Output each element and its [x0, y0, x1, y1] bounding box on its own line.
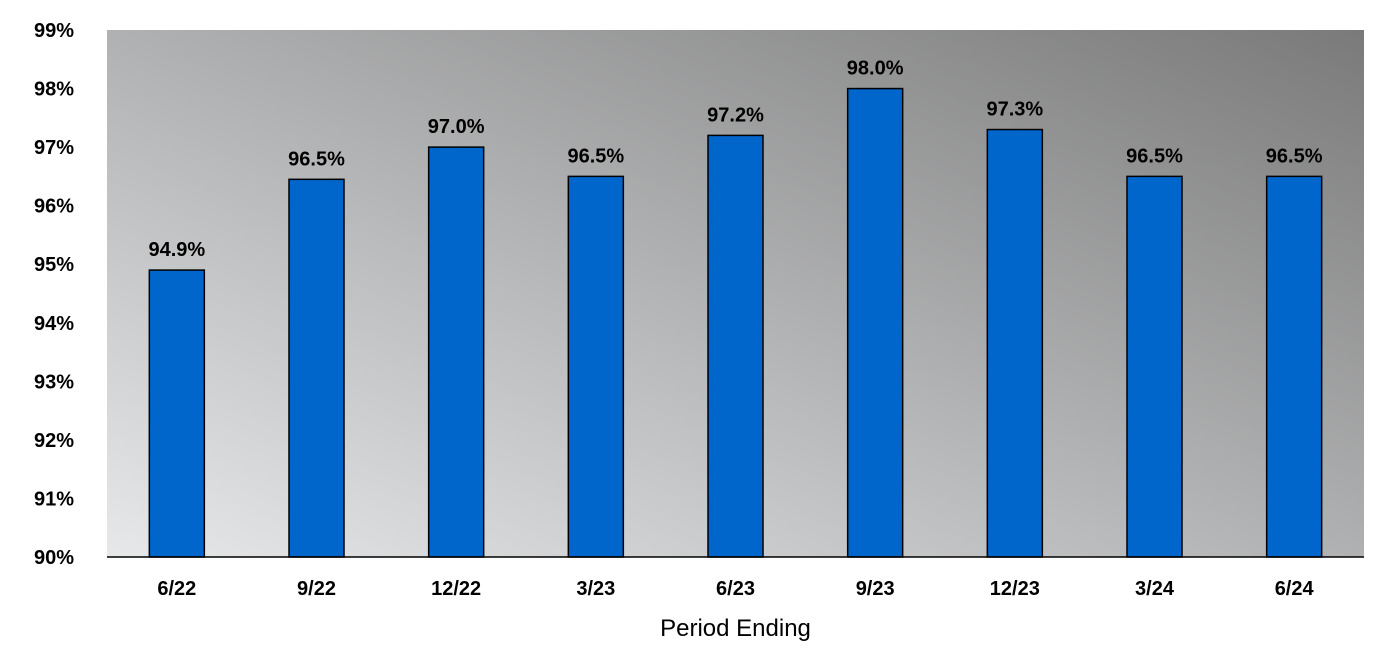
x-tick-label: 6/24	[1275, 578, 1315, 600]
y-tick-label: 92%	[34, 430, 74, 452]
bar	[846, 87, 904, 558]
bar	[148, 269, 206, 558]
y-tick-label: 99%	[34, 20, 74, 42]
bar-data-label: 97.3%	[986, 99, 1043, 121]
bar-data-label: 98.0%	[847, 58, 904, 80]
x-tick-label: 12/23	[990, 578, 1040, 600]
x-tick-label: 9/22	[297, 578, 336, 600]
bar	[567, 175, 625, 558]
bar-data-label: 97.0%	[428, 116, 485, 138]
x-axis-tick-labels: 6/22 9/22 12/22 3/23 6/23 9/23 12/23 3/24 6/24	[157, 578, 1314, 600]
y-tick-label: 91%	[34, 488, 74, 510]
bar-data-label: 96.5%	[567, 145, 624, 167]
y-tick-label: 90%	[34, 547, 74, 569]
y-tick-label: 93%	[34, 371, 74, 393]
bar-data-labels: 94.9% 96.5% 97.0% 96.5% 97.2% 98.0% 97.3% 96.5%…	[148, 58, 1322, 262]
bar-data-label: 97.2%	[707, 104, 764, 126]
bar	[986, 128, 1044, 558]
x-tick-label: 6/23	[716, 578, 755, 600]
bar-data-label: 94.9%	[148, 239, 205, 261]
x-axis-title: Period Ending	[660, 615, 811, 642]
y-axis-tick-labels: 90% 91% 92% 93% 94% 95% 96% 97% 98% 99%	[34, 20, 74, 569]
bars	[148, 87, 1323, 558]
bar-data-label: 96.5%	[288, 148, 345, 170]
y-tick-label: 96%	[34, 196, 74, 218]
y-tick-label: 98%	[34, 79, 74, 101]
y-tick-label: 94%	[34, 313, 74, 335]
y-tick-label: 95%	[34, 254, 74, 276]
bar-data-label: 96.5%	[1126, 145, 1183, 167]
x-tick-label: 6/22	[157, 578, 196, 600]
x-tick-label: 3/24	[1135, 578, 1175, 600]
x-tick-label: 9/23	[856, 578, 895, 600]
x-tick-label: 3/23	[576, 578, 615, 600]
y-tick-label: 97%	[34, 137, 74, 159]
x-tick-label: 12/22	[431, 578, 481, 600]
bar	[707, 134, 764, 558]
bar	[1265, 175, 1323, 558]
bar	[288, 178, 345, 558]
bar	[1126, 175, 1183, 558]
bar	[427, 146, 485, 558]
bar-data-label: 96.5%	[1266, 145, 1323, 167]
